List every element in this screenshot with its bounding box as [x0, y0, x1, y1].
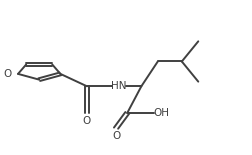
Text: HN: HN [111, 81, 126, 91]
Text: O: O [82, 116, 91, 126]
Text: O: O [111, 131, 120, 141]
Text: OH: OH [153, 108, 169, 118]
Text: O: O [4, 69, 12, 79]
